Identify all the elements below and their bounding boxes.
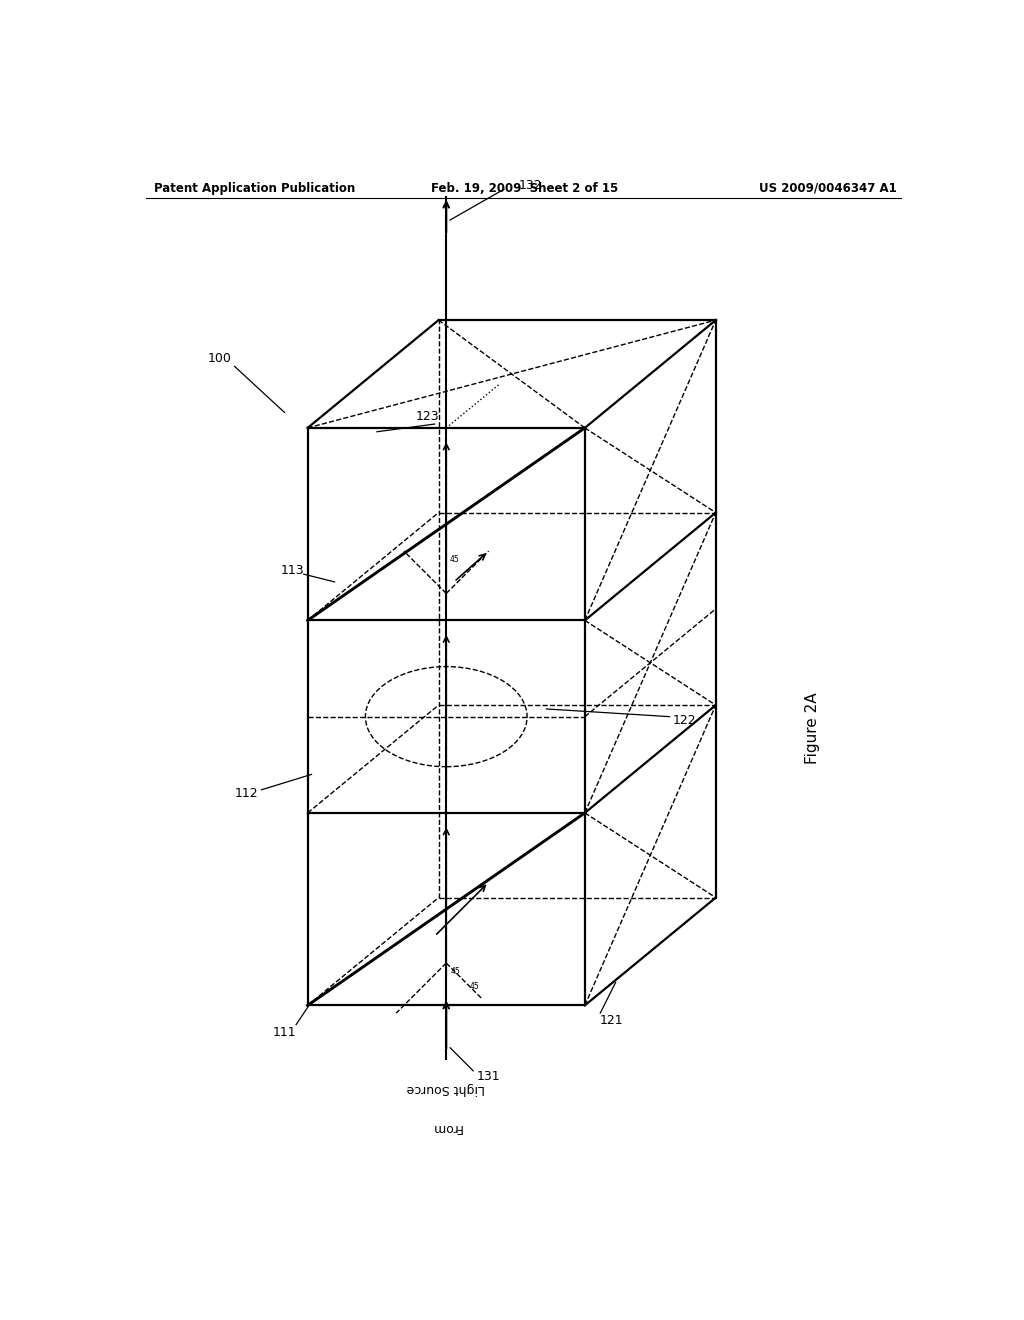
- Text: Feb. 19, 2009  Sheet 2 of 15: Feb. 19, 2009 Sheet 2 of 15: [431, 182, 618, 194]
- Text: 132: 132: [519, 178, 543, 191]
- Text: 112: 112: [234, 787, 258, 800]
- Text: 45: 45: [451, 966, 461, 975]
- Text: 111: 111: [272, 1026, 296, 1039]
- Text: 45: 45: [451, 556, 460, 564]
- Text: 45: 45: [469, 982, 479, 991]
- Text: 121: 121: [600, 1014, 624, 1027]
- Text: US 2009/0046347 A1: US 2009/0046347 A1: [759, 182, 897, 194]
- Text: 122: 122: [673, 714, 696, 727]
- Text: Figure 2A: Figure 2A: [805, 693, 819, 764]
- Text: From: From: [431, 1121, 462, 1134]
- Text: 113: 113: [281, 564, 304, 577]
- Text: 123: 123: [415, 409, 439, 422]
- Text: Patent Application Publication: Patent Application Publication: [154, 182, 355, 194]
- Text: Light Source: Light Source: [408, 1082, 485, 1096]
- Text: 100: 100: [207, 352, 231, 366]
- Text: 131: 131: [477, 1069, 501, 1082]
